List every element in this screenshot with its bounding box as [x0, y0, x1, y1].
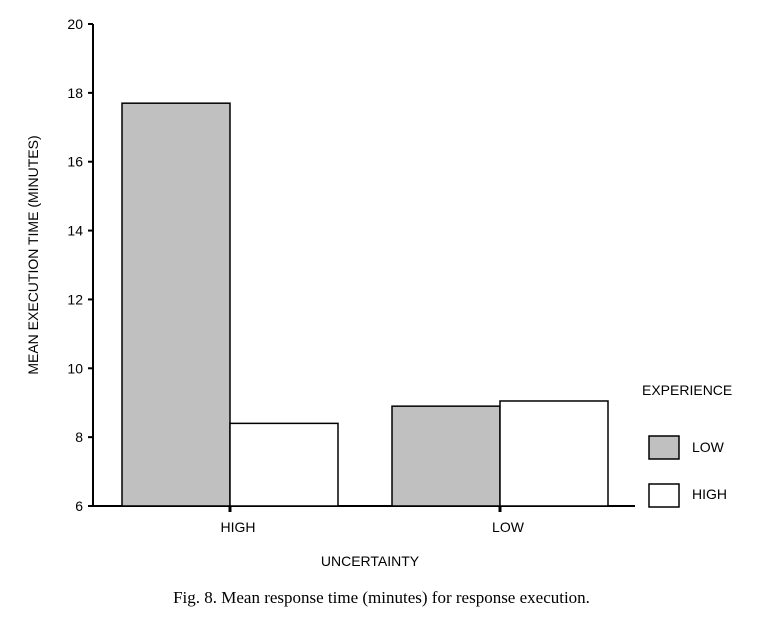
- legend-label-low: LOW: [692, 439, 725, 455]
- y-axis-label: MEAN EXECUTION TIME (MINUTES): [25, 135, 41, 374]
- y-tick-label: 12: [67, 291, 83, 307]
- bar-high-uncertainty-high-experience: [229, 422, 339, 507]
- y-tick-label: 20: [67, 16, 83, 32]
- legend-title: EXPERIENCE: [642, 382, 732, 398]
- x-tick-label: HIGH: [221, 519, 256, 535]
- bar-high-uncertainty-low-experience: [121, 102, 231, 507]
- bar-low-uncertainty-low-experience: [391, 405, 501, 507]
- legend-swatch-low: [648, 435, 680, 460]
- legend-swatch-high: [648, 483, 680, 508]
- y-tick-label: 8: [75, 429, 83, 445]
- legend-label-high: HIGH: [692, 486, 727, 502]
- bar-chart: 6 8 10 12 14 16 18 20 HIGH LOW MEAN EXECUTION TI…: [25, 16, 732, 569]
- y-tick-label: 6: [75, 498, 83, 514]
- legend: EXPERIENCE LOW HIGH: [642, 382, 732, 508]
- figure-caption: Fig. 8. Mean response time (minutes) for…: [173, 588, 590, 607]
- bar-low-uncertainty-high-experience: [499, 400, 609, 507]
- y-tick-label: 18: [67, 85, 83, 101]
- x-axis-label: UNCERTAINTY: [321, 553, 420, 569]
- y-axis-ticks: 6 8 10 12 14 16 18 20: [67, 16, 93, 514]
- y-tick-label: 14: [67, 223, 83, 239]
- x-tick-label: LOW: [492, 519, 525, 535]
- y-tick-label: 16: [67, 154, 83, 170]
- y-tick-label: 10: [67, 360, 83, 376]
- bars: [121, 102, 609, 507]
- x-axis-ticks: HIGH LOW: [221, 506, 525, 535]
